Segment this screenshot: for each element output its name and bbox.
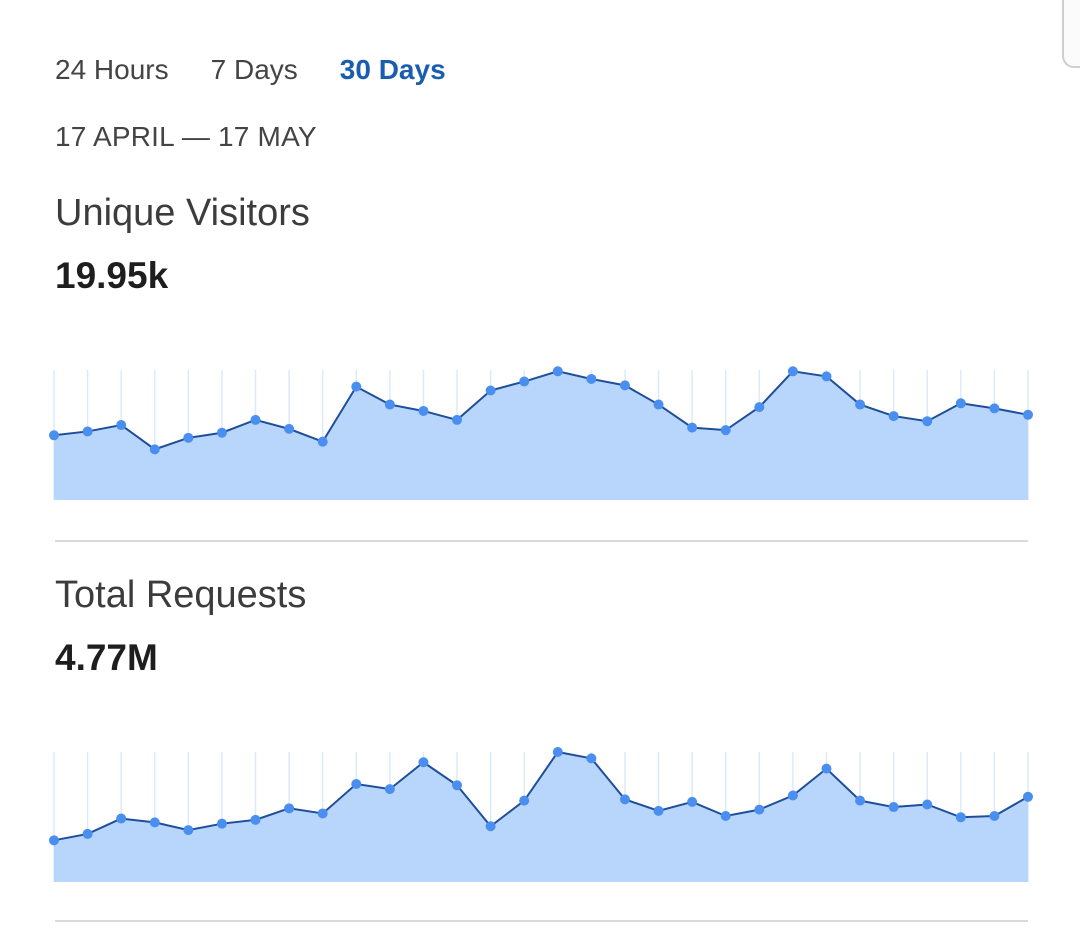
chart-point[interactable]: [586, 373, 597, 384]
chart-point[interactable]: [351, 779, 362, 789]
total-requests-chart: [49, 747, 1033, 882]
chart-point[interactable]: [552, 747, 563, 757]
chart-point[interactable]: [989, 811, 1000, 821]
chart-point[interactable]: [216, 818, 227, 829]
unique-visitors-title: Unique Visitors: [55, 192, 310, 234]
chart-point[interactable]: [720, 811, 731, 821]
total-requests-title: Total Requests: [55, 574, 307, 616]
chart-point[interactable]: [49, 835, 59, 846]
chart-point[interactable]: [485, 821, 496, 832]
chart-series-line: [53, 370, 1029, 451]
chart-point[interactable]: [82, 426, 93, 437]
chart-point[interactable]: [519, 376, 530, 387]
chart-point[interactable]: [552, 366, 563, 377]
tab-30-days[interactable]: 30 Days: [339, 54, 446, 85]
chart-point[interactable]: [284, 423, 295, 434]
chart-point[interactable]: [384, 399, 395, 410]
chart-point[interactable]: [317, 808, 328, 819]
chart-point[interactable]: [955, 812, 966, 823]
chart-point[interactable]: [754, 804, 765, 815]
tab-24-hours[interactable]: 24 Hours: [55, 54, 169, 85]
unique-visitors-value: 19.95k: [55, 255, 169, 296]
chart-point[interactable]: [216, 427, 227, 438]
chart-point[interactable]: [452, 414, 463, 425]
chart-point[interactable]: [855, 399, 866, 410]
chart-point[interactable]: [116, 813, 127, 824]
chart-point[interactable]: [519, 795, 530, 806]
chart-point[interactable]: [787, 366, 798, 377]
chart-point[interactable]: [149, 817, 160, 828]
chart-point[interactable]: [384, 784, 395, 795]
chart-point[interactable]: [922, 799, 933, 810]
chart-point[interactable]: [821, 371, 832, 382]
chart-point[interactable]: [989, 403, 1000, 414]
chart-point[interactable]: [619, 794, 630, 805]
chart-point[interactable]: [888, 802, 899, 813]
chart-point[interactable]: [821, 763, 832, 774]
chart-point[interactable]: [888, 411, 899, 422]
chart-point[interactable]: [687, 796, 698, 807]
chart-point[interactable]: [754, 402, 765, 413]
chart-point[interactable]: [955, 398, 966, 409]
chart-point[interactable]: [653, 805, 664, 816]
chart-point[interactable]: [149, 444, 160, 455]
chart-point[interactable]: [687, 422, 698, 433]
chart-point[interactable]: [284, 803, 295, 814]
chart-point[interactable]: [49, 430, 59, 441]
chart-point[interactable]: [452, 780, 463, 791]
chart-point[interactable]: [183, 432, 194, 443]
chart-area: [54, 371, 1028, 500]
chart-point[interactable]: [787, 790, 798, 801]
scroll-handle[interactable]: [1062, 0, 1080, 68]
chart-point[interactable]: [317, 436, 328, 447]
chart-point[interactable]: [418, 405, 429, 416]
chart-point[interactable]: [855, 795, 866, 806]
section-divider: [55, 540, 1028, 542]
chart-point[interactable]: [720, 425, 731, 436]
chart-point[interactable]: [418, 757, 429, 768]
chart-point[interactable]: [82, 828, 93, 839]
chart-point[interactable]: [351, 381, 362, 392]
chart-area: [54, 752, 1028, 882]
chart-point[interactable]: [619, 380, 630, 391]
chart-point[interactable]: [116, 420, 127, 431]
chart-point[interactable]: [1023, 791, 1033, 802]
chart-point[interactable]: [922, 416, 933, 427]
chart-point[interactable]: [250, 814, 261, 825]
chart-point[interactable]: [485, 385, 496, 396]
section-divider: [55, 920, 1028, 922]
chart-point[interactable]: [183, 825, 194, 836]
chart-point[interactable]: [586, 753, 597, 764]
total-requests-value: 4.77M: [55, 637, 158, 678]
unique-visitors-chart: [49, 366, 1033, 500]
tab-7-days[interactable]: 7 Days: [210, 54, 298, 85]
chart-series-line: [53, 750, 1029, 842]
chart-point[interactable]: [653, 399, 664, 410]
date-range-label: 17 APRIL — 17 MAY: [55, 121, 317, 152]
chart-point[interactable]: [1023, 409, 1033, 420]
time-range-tabs: 24 Hours 7 Days 30 Days: [55, 50, 446, 90]
chart-point[interactable]: [250, 414, 261, 425]
